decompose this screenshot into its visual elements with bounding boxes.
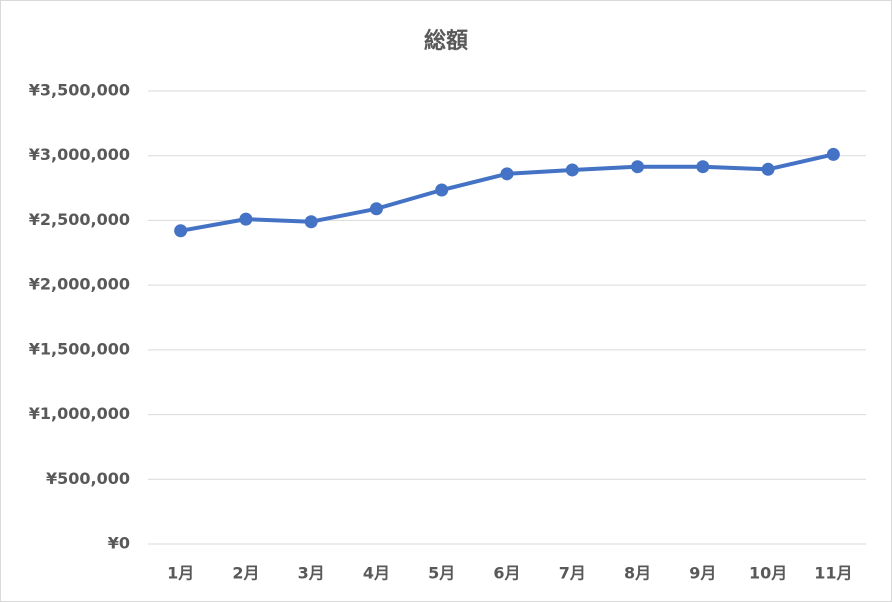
x-tick-label: 8月 [624, 564, 651, 583]
y-tick-label: ¥2,000,000 [29, 275, 130, 294]
y-tick-label: ¥3,000,000 [29, 145, 130, 164]
data-point [435, 183, 449, 197]
y-tick-label: ¥0 [108, 534, 130, 553]
data-point [631, 160, 645, 174]
y-tick-label: ¥500,000 [46, 469, 130, 488]
x-tick-label: 9月 [689, 564, 716, 583]
y-tick-label: ¥3,500,000 [29, 81, 130, 100]
x-tick-label: 2月 [232, 564, 259, 583]
x-tick-label: 1月 [167, 564, 194, 583]
y-tick-label: ¥1,000,000 [29, 404, 130, 423]
x-tick-label: 3月 [298, 564, 325, 583]
x-tick-label: 7月 [559, 564, 586, 583]
data-point [761, 162, 775, 176]
chart-title: 総額 [424, 28, 468, 54]
x-tick-label: 6月 [493, 564, 520, 583]
data-point [826, 147, 840, 161]
data-point [239, 212, 253, 226]
x-tick-label: 4月 [363, 564, 390, 583]
y-tick-label: ¥2,500,000 [29, 210, 130, 229]
data-point [174, 224, 188, 238]
data-point [565, 163, 579, 177]
x-tick-label: 11月 [814, 564, 852, 583]
x-tick-label: 5月 [428, 564, 455, 583]
x-tick-label: 10月 [749, 564, 787, 583]
data-point [500, 167, 514, 181]
y-tick-label: ¥1,500,000 [29, 339, 130, 358]
data-point [696, 160, 710, 174]
data-point [304, 215, 318, 229]
data-point [369, 202, 383, 216]
